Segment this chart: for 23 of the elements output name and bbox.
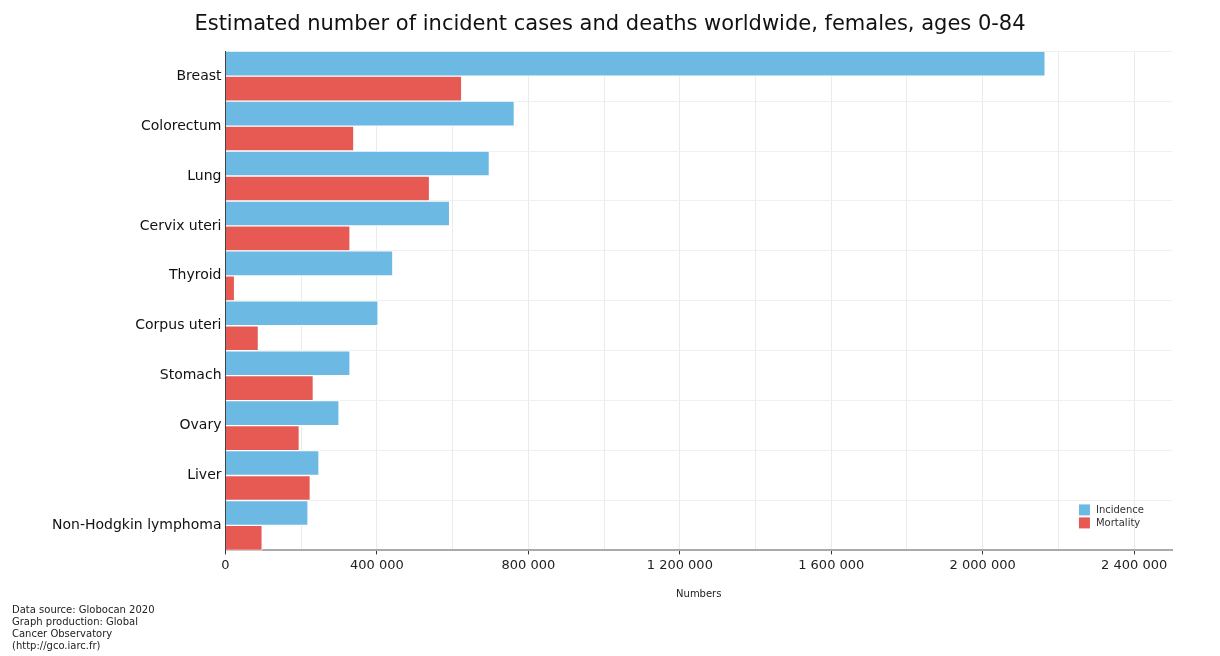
y-tick-label: Non-Hodgkin lymphoma	[51, 516, 222, 533]
y-tick-label: Corpus uteri	[135, 316, 222, 333]
x-tick-label: 1 600 000	[798, 556, 865, 572]
y-tick-label: Colorectum	[140, 116, 222, 133]
y-tick-label: Cervix uteri	[139, 216, 222, 233]
x-tick-label: 0	[221, 556, 230, 572]
x-tick-label: 1 200 000	[646, 556, 713, 572]
source-note: Data source: Globocan 2020	[12, 604, 156, 616]
x-tick-label: 800 000	[501, 556, 556, 572]
y-tick-label: Lung	[187, 166, 222, 183]
chart-title: Estimated number of incident cases and deaths worldwide, females, ages 0-84	[194, 11, 1026, 36]
y-tick-label: Stomach	[159, 366, 222, 383]
x-tick-label: 400 000	[350, 556, 404, 572]
x-axis-title: Numbers	[676, 587, 722, 599]
y-tick-label: Ovary	[179, 416, 222, 433]
legend-label: Mortality	[1095, 516, 1141, 528]
x-tick-label: 2 400 000	[1101, 556, 1168, 572]
x-tick-label: 2 000 000	[949, 556, 1016, 572]
y-tick-label: Thyroid	[168, 266, 222, 283]
legend-label: Incidence	[1095, 503, 1145, 515]
y-tick-label: Breast	[176, 66, 223, 83]
text: Graph production: Global Cancer Observatory (http://gco.iarc.fr)	[12, 616, 139, 652]
y-tick-label: Liver	[187, 466, 222, 483]
